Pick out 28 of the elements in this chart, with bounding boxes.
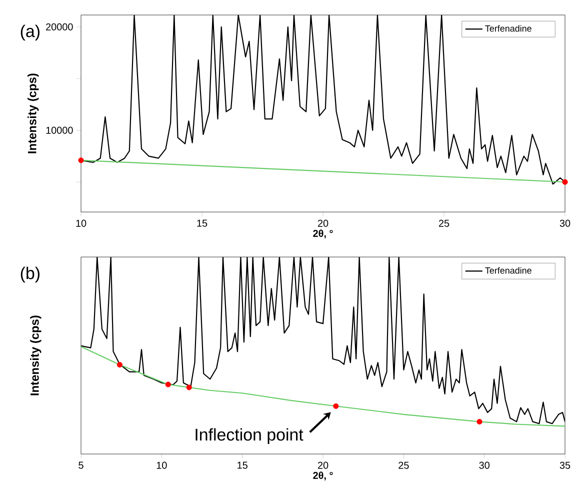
x-tick-label: 35: [560, 462, 570, 469]
point: [333, 403, 339, 409]
x-tick-label: 10: [76, 220, 86, 227]
x-tick-label: 25: [438, 220, 450, 227]
x-tick-label: 15: [238, 462, 248, 469]
legend-label: Terfenadine: [485, 25, 532, 32]
x-tick-label: 30: [479, 462, 490, 469]
x-tick-label: 20: [318, 220, 328, 227]
annotation: Inflection point: [196, 428, 304, 444]
x-tick-label: 30: [560, 220, 570, 227]
y-tick-label: 20000: [46, 23, 73, 30]
point: [165, 382, 171, 388]
y-axis-title: Intensity (cps): [30, 316, 42, 396]
x-tick-label: 10: [156, 462, 167, 469]
point: [116, 362, 123, 368]
text: (a): [20, 24, 40, 41]
point: [186, 384, 192, 390]
x-tick-label: 15: [197, 220, 208, 227]
x-axis-title: 2θ, °: [313, 472, 333, 480]
x-tick-label: 25: [398, 462, 409, 469]
y-axis-title: Intensity (cps): [28, 74, 39, 154]
point: [476, 418, 482, 424]
x-tick-label: 20: [318, 462, 328, 469]
y-tick-label: 10000: [46, 126, 73, 134]
text: (b): [20, 266, 40, 283]
x-axis-title: 2θ, °: [313, 230, 333, 238]
legend-label: Terfenadine: [485, 267, 532, 274]
x-tick-label: 5: [78, 462, 84, 469]
